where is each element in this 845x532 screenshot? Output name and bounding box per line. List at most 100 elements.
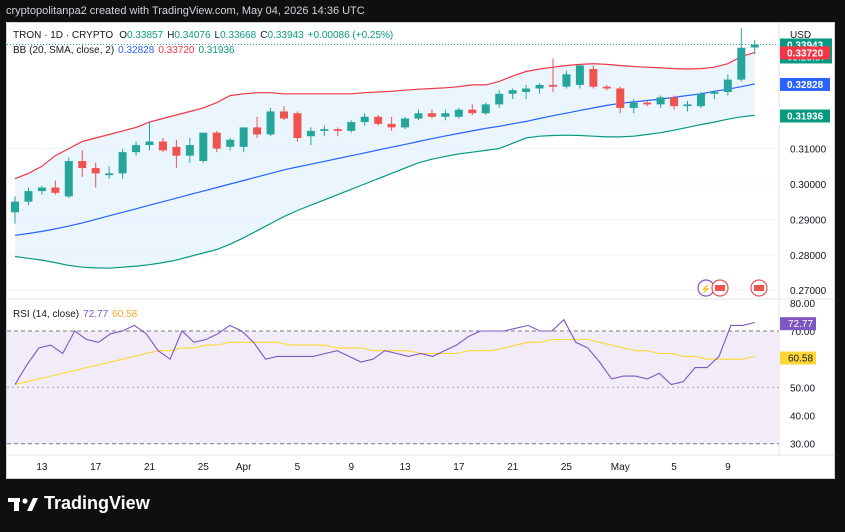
candle-body (293, 113, 302, 138)
tradingview-icon (8, 497, 38, 511)
candle[interactable] (24, 187, 33, 206)
candle-body (737, 47, 746, 80)
lightning-icon: ⚡ (700, 283, 711, 295)
candle[interactable] (320, 125, 329, 137)
candle[interactable] (253, 116, 262, 138)
time-tick-label: 21 (144, 462, 156, 473)
candle-body (280, 111, 288, 119)
candle-body (333, 129, 342, 131)
candle[interactable] (226, 138, 235, 151)
candle[interactable] (549, 58, 557, 92)
candle[interactable] (212, 130, 221, 153)
candle-body (696, 93, 705, 107)
candle[interactable] (414, 109, 423, 121)
candle[interactable] (616, 86, 625, 114)
candle[interactable] (401, 116, 410, 130)
candle[interactable] (535, 83, 544, 94)
candle[interactable] (118, 148, 127, 179)
candle-body (78, 161, 87, 169)
candle[interactable] (468, 104, 477, 115)
rsi-axis-ma: 60.58 (788, 354, 813, 365)
candle[interactable] (387, 116, 396, 131)
change-value: +0.00086 (+0.25%) (308, 30, 394, 41)
rsi-axis: 80.00 70.00 50.00 40.00 30.00 (790, 299, 815, 451)
candle[interactable] (723, 74, 732, 96)
candle-body (535, 84, 544, 89)
h-label: H (167, 30, 174, 41)
candle[interactable] (508, 88, 517, 100)
rsi-ma-value: 60.58 (112, 309, 137, 320)
candle-body (414, 113, 423, 119)
candle[interactable] (656, 95, 665, 108)
candle[interactable] (360, 113, 369, 126)
candle[interactable] (481, 102, 490, 115)
price-tick-label: 0.28000 (790, 251, 827, 262)
chart-svg[interactable]: TRON · 1D · CRYPTO O0.33857 H0.34076 L0.336… (7, 23, 834, 478)
candle[interactable] (522, 84, 531, 100)
candle[interactable] (333, 127, 342, 137)
price-tick-label: 0.29000 (790, 215, 827, 226)
price-axis: USD 0.310000.300000.290000.280000.27000 … (778, 23, 832, 455)
candle-body (212, 132, 221, 149)
candle-body (589, 69, 598, 87)
event-icons[interactable]: ⚡ (697, 279, 768, 297)
candle-body (629, 102, 638, 108)
candle[interactable] (562, 70, 571, 89)
candle[interactable] (185, 138, 194, 163)
candle[interactable] (696, 92, 705, 108)
candle[interactable] (710, 90, 719, 100)
candle-body (64, 161, 73, 197)
candle[interactable] (441, 109, 450, 121)
candle[interactable] (737, 28, 746, 82)
candle[interactable] (280, 106, 288, 121)
candle[interactable] (427, 109, 436, 119)
candle[interactable] (266, 107, 275, 137)
time-tick-label: May (611, 462, 630, 473)
candle-body (199, 132, 208, 161)
candle[interactable] (347, 120, 356, 133)
candle[interactable] (575, 63, 584, 89)
rsi-tick-label: 30.00 (790, 440, 815, 451)
candle[interactable] (37, 185, 46, 195)
rsi-value-badge (780, 317, 816, 331)
candle[interactable] (683, 100, 692, 112)
open-value: 0.33857 (127, 30, 164, 41)
candle[interactable] (91, 162, 100, 188)
candle[interactable] (454, 107, 463, 119)
caption-text: cryptopolitanpa2 created with TradingVie… (6, 5, 365, 17)
candle[interactable] (643, 100, 652, 107)
bb-upper-axis-label: 0.33720 (787, 48, 824, 59)
candle[interactable] (199, 132, 208, 163)
candle[interactable] (172, 139, 181, 169)
flag-icon-2 (754, 285, 764, 291)
candle[interactable] (602, 84, 611, 91)
candle[interactable] (158, 138, 167, 153)
candle[interactable] (306, 127, 315, 146)
tradingview-logo[interactable]: TradingView (8, 493, 150, 514)
candle-body (185, 145, 194, 156)
o-label: O (119, 30, 127, 41)
candle[interactable] (105, 166, 114, 179)
bb-upper-badge (780, 46, 830, 60)
bb-basis-line (14, 83, 755, 236)
candles[interactable] (11, 28, 759, 224)
candle[interactable] (750, 39, 759, 55)
candle[interactable] (670, 95, 679, 110)
bb-lower-line (14, 114, 755, 269)
candle[interactable] (293, 111, 302, 142)
candle[interactable] (11, 196, 19, 224)
candle-body (266, 111, 275, 135)
candle[interactable] (78, 150, 87, 177)
candle[interactable] (145, 122, 154, 151)
time-axis[interactable]: 13 17 21 25 Apr 5 9 13 17 21 25 May 5 9 (36, 462, 731, 473)
candle[interactable] (239, 127, 248, 153)
candle[interactable] (132, 141, 141, 156)
candle[interactable] (374, 115, 383, 126)
candle[interactable] (589, 65, 598, 89)
candle-body (118, 152, 127, 174)
candle[interactable] (629, 99, 638, 114)
time-tick-label: 25 (198, 462, 210, 473)
candle[interactable] (495, 90, 504, 108)
candle[interactable] (64, 157, 73, 199)
candle[interactable] (51, 180, 60, 195)
